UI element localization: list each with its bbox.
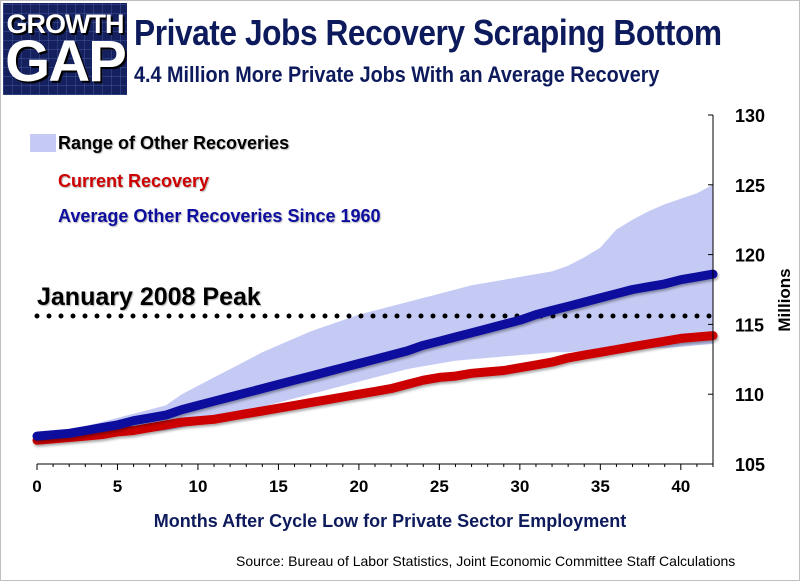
x-tick-label: 15 bbox=[269, 477, 288, 496]
y-tick-label: 130 bbox=[735, 106, 765, 126]
x-tick-label: 35 bbox=[591, 477, 610, 496]
x-tick-label: 40 bbox=[671, 477, 690, 496]
current-recovery-line bbox=[32, 331, 718, 445]
legend-swatch bbox=[30, 134, 56, 152]
legend-range-of-other-recoveries: Range of Other Recoveries bbox=[30, 133, 289, 153]
x-tick-label: 0 bbox=[32, 477, 41, 496]
x-tick-label: 25 bbox=[430, 477, 449, 496]
source-note: Source: Bureau of Labor Statistics, Join… bbox=[236, 553, 736, 569]
y-tick-label: 110 bbox=[735, 385, 764, 405]
average-other-recoveries-line bbox=[32, 269, 718, 441]
legend-average-other-recoveries: Average Other Recoveries Since 1960 bbox=[19, 206, 381, 226]
x-tick-label: 30 bbox=[510, 477, 529, 496]
legend-label: Current Recovery bbox=[58, 171, 209, 191]
chart-subtitle: 4.4 Million More Private Jobs With an Av… bbox=[134, 62, 660, 87]
range-of-other-recoveries-band bbox=[37, 184, 713, 441]
logo-line-2: GAP bbox=[5, 29, 127, 94]
y-axis-label: Millions bbox=[775, 268, 794, 331]
x-tick-label: 5 bbox=[113, 477, 122, 496]
legend-label: Average Other Recoveries Since 1960 bbox=[58, 206, 381, 226]
x-axis-label: Months After Cycle Low for Private Secto… bbox=[154, 511, 626, 531]
logo-line-1: GROWTH bbox=[6, 9, 125, 39]
chart-title: Private Jobs Recovery Scraping Bottom bbox=[134, 12, 722, 53]
y-tick-label: 120 bbox=[735, 246, 765, 266]
growth-gap-logo: GROWTH GAP bbox=[3, 3, 127, 95]
legend-current-recovery: Current Recovery bbox=[19, 171, 209, 191]
january-2008-peak-label: January 2008 Peak bbox=[37, 283, 261, 311]
y-tick-label: 125 bbox=[735, 176, 765, 196]
x-tick-label: 10 bbox=[188, 477, 207, 496]
legend-label: Range of Other Recoveries bbox=[58, 133, 289, 153]
y-tick-label: 115 bbox=[735, 315, 764, 335]
x-tick-label: 20 bbox=[349, 477, 368, 496]
y-tick-label: 105 bbox=[735, 455, 765, 475]
